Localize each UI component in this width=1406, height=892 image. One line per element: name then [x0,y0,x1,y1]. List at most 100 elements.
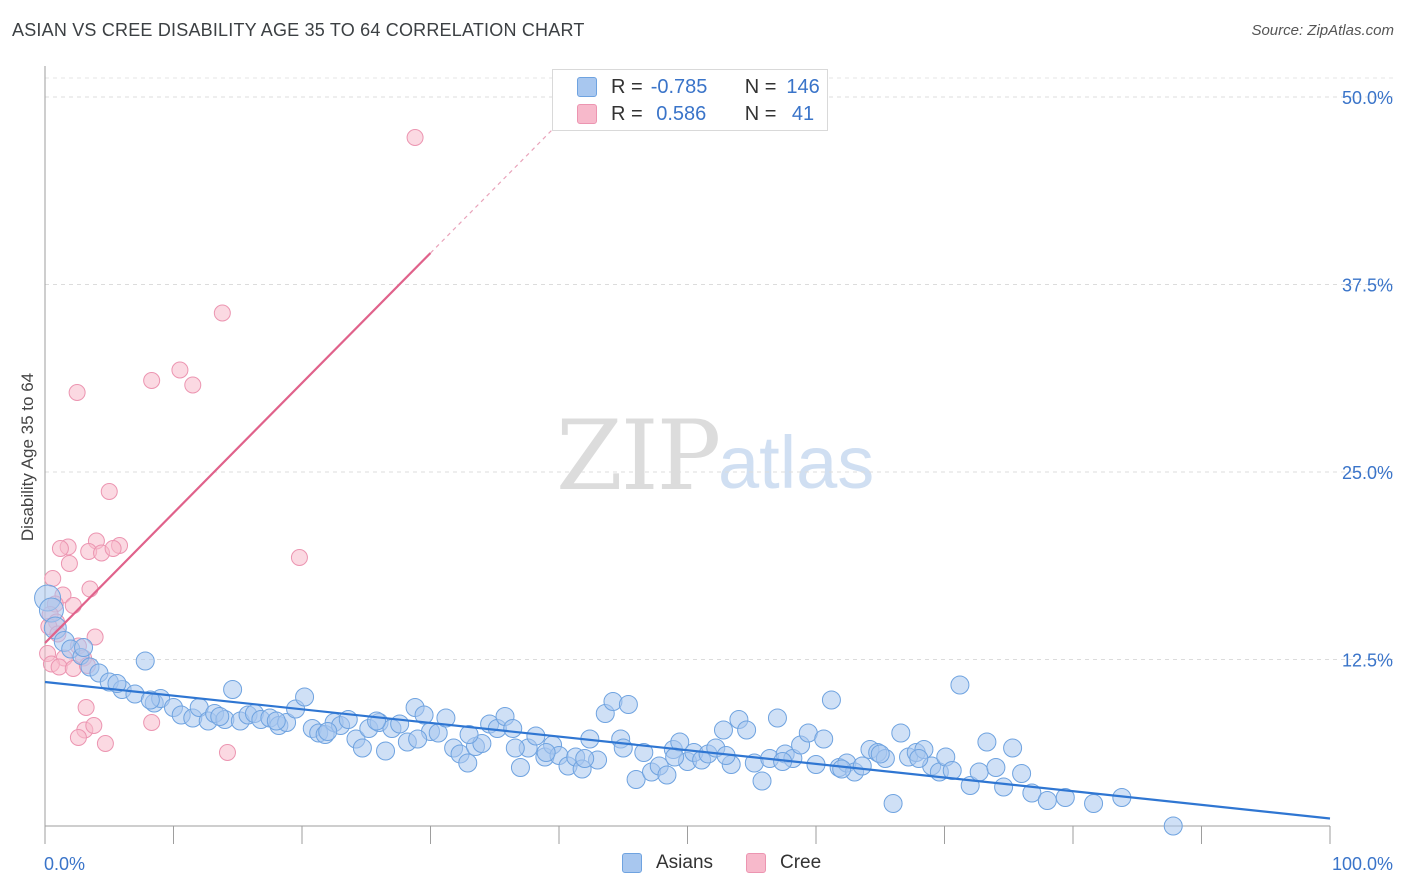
asians-point [1037,791,1057,810]
cree-point [64,597,82,614]
cree-trend-line [44,252,432,644]
cree-point [143,714,161,731]
watermark-atlas: atlas [718,421,875,504]
asians-point [986,758,1006,777]
cree-point [406,129,424,146]
asians-point [505,738,525,758]
cree-point [77,699,95,716]
asians-point [994,777,1014,797]
asians-point [737,720,757,740]
cree-point [290,549,308,566]
asians-point [367,711,387,731]
asians-point [713,720,733,740]
cree-r-label: R = [611,102,643,125]
cree-swatch [577,104,597,124]
x-tick-label: 100.0% [1332,854,1393,874]
asians-point [909,749,929,768]
cree-point [81,580,99,598]
asians-point [210,707,230,726]
asians-legend-label: Asians [656,852,714,873]
asians-n-value: 146 [786,75,820,98]
correlation-legend: R = -0.785 N = 146 R = 0.586 N = 41 [552,69,828,131]
asians-point [510,758,530,777]
asians-point [1003,738,1023,758]
cree-point [96,735,114,752]
asians-point [603,692,623,711]
cree-point [50,658,68,676]
cree-point [218,744,236,761]
series-legend: Asians Cree [0,852,1406,878]
cree-n-label: N = [744,102,777,125]
asians-point [459,725,479,744]
asians-point [767,708,787,728]
asians-point [223,680,243,699]
cree-point [184,376,202,394]
y-tick-label: 37.5% [1342,276,1393,296]
asians-point [503,719,523,738]
asians-point [969,762,989,782]
asians-point [665,747,685,767]
asians-point [318,722,338,741]
cree-point [51,540,69,557]
asians-point [526,726,546,746]
asians-point [891,723,911,743]
y-tick-label: 25.0% [1342,463,1393,483]
legend-row-asians: R = -0.785 N = 146 [577,75,820,99]
asians-point [942,761,962,780]
asians-point [458,753,478,773]
asians-point [266,711,286,731]
asians-point [1084,794,1104,813]
cree-legend-swatch [746,853,766,873]
asians-point [295,687,315,707]
cree-point [104,540,122,557]
cree-point [213,304,231,322]
cree-r-value: 0.586 [650,102,707,125]
asians-point [618,695,638,714]
asians-point [390,714,410,734]
y-axis-title: Disability Age 35 to 64 [18,373,37,541]
asians-point [1055,788,1075,807]
asians-point [376,741,396,761]
asians-point [977,732,997,752]
asians-point [1163,816,1183,836]
watermark-zip: ZIP [556,400,721,512]
asians-point [408,729,428,749]
asians-point [752,771,772,791]
asians-point [352,738,372,758]
asians-point [852,756,872,776]
x-tick-label: 0.0% [44,854,85,874]
asians-legend-swatch [622,853,642,873]
asians-point [821,690,841,710]
asians-point [1012,764,1032,783]
asians-point [634,743,654,762]
asians-swatch [577,77,597,97]
asians-point [436,708,456,728]
legend-row-cree: R = 0.586 N = 41 [577,102,814,126]
asians-point [1022,783,1042,803]
asians-point [626,770,646,789]
asians-point [657,765,677,785]
legend-item-cree[interactable]: Cree [746,852,821,874]
legend-item-asians[interactable]: Asians [622,852,713,874]
cree-n-value: 41 [786,102,815,125]
y-tick-label: 50.0% [1342,88,1393,108]
cree-point [85,717,103,734]
asians-r-label: R = [611,75,643,98]
chart-title: ASIAN VS CREE DISABILITY AGE 35 TO 64 CO… [12,20,585,40]
cree-legend-label: Cree [780,852,822,873]
asians-point [140,690,160,710]
cree-point [143,372,161,389]
cree-point [44,570,62,587]
asians-point [950,675,970,695]
asians-point [883,794,903,813]
asians-point [135,651,155,671]
asians-point [814,729,834,749]
cree-point [86,628,104,646]
cree-point [60,555,78,572]
y-tick-label: 12.5% [1342,651,1393,671]
asians-point [74,638,94,657]
cree-point [68,384,86,401]
asians-point [575,749,595,768]
source-label: Source: ZipAtlas.com [1251,22,1394,39]
